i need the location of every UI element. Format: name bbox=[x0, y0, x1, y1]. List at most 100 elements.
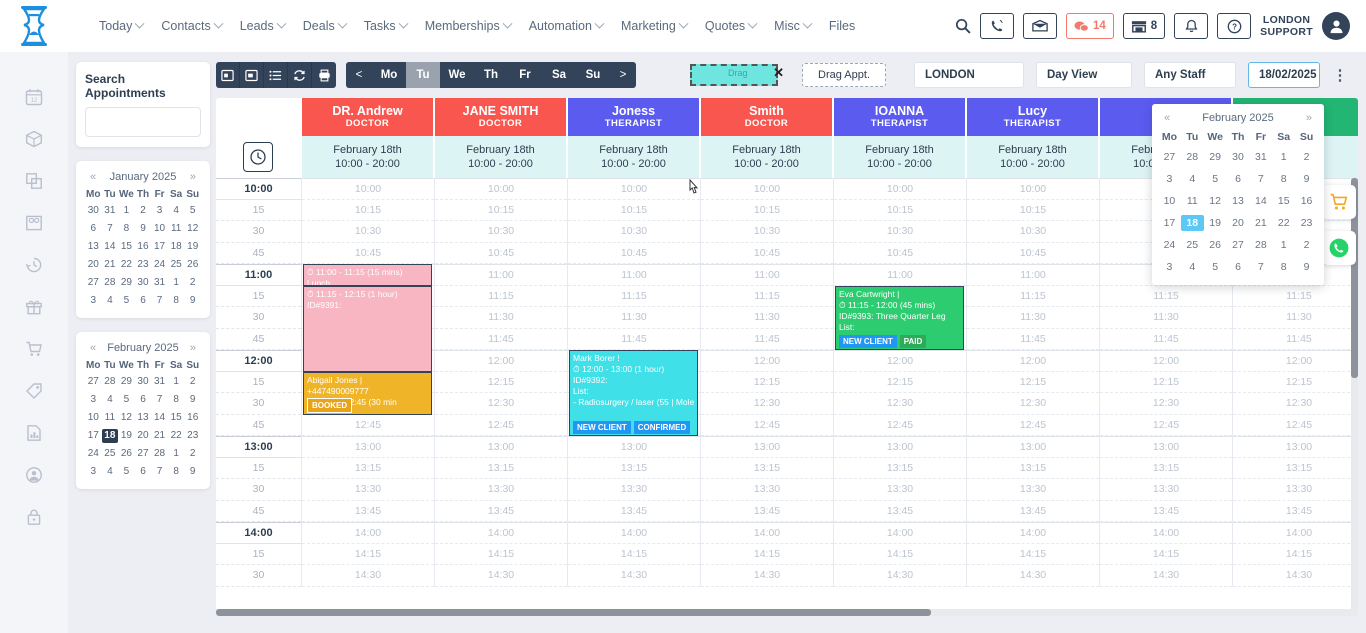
staff-header-2[interactable]: Joness THERAPIST bbox=[568, 98, 701, 136]
mini-cal-day[interactable]: 29 bbox=[120, 376, 132, 387]
time-slot[interactable]: 14:30 bbox=[302, 565, 434, 587]
mini-cal-next-button[interactable]: » bbox=[189, 342, 196, 354]
mini-cal-day[interactable]: 25 bbox=[104, 448, 116, 459]
mini-cal-day[interactable]: 10 bbox=[87, 412, 99, 423]
mini-cal-day[interactable]: 6 bbox=[140, 295, 146, 306]
time-slot[interactable]: 10:45 bbox=[568, 243, 700, 264]
mini-cal-day[interactable]: 17 bbox=[154, 241, 166, 252]
time-slot[interactable]: 13:45 bbox=[1233, 501, 1358, 522]
mini-cal-day[interactable]: 24 bbox=[87, 448, 99, 459]
time-slot[interactable]: 10:15 bbox=[302, 200, 434, 221]
time-slot[interactable]: 14:30 bbox=[435, 565, 567, 587]
staff-column-1[interactable]: 10:00 10:15 10:30 10:45 11:00 11:15 11:30 11:45… bbox=[435, 178, 568, 587]
nav-item-tasks[interactable]: Tasks bbox=[355, 13, 416, 39]
time-slot[interactable]: 14:00 bbox=[701, 522, 833, 544]
time-slot[interactable]: 12:45 bbox=[701, 415, 833, 436]
mini-cal-day[interactable]: 22 bbox=[170, 430, 182, 441]
date-picker-day[interactable]: 4 bbox=[1189, 261, 1196, 273]
mini-cal-day[interactable]: 28 bbox=[104, 277, 116, 288]
time-slot[interactable]: 14:15 bbox=[435, 544, 567, 565]
time-slot[interactable]: 13:15 bbox=[1100, 458, 1232, 479]
calendar-icon[interactable]: 12 bbox=[19, 82, 49, 112]
time-slot[interactable]: 14:15 bbox=[834, 544, 966, 565]
time-slot[interactable]: 10:45 bbox=[302, 243, 434, 264]
time-slot[interactable]: 13:15 bbox=[1233, 458, 1358, 479]
edit-appointment-icon[interactable] bbox=[240, 62, 264, 88]
view-select[interactable]: Day View bbox=[1036, 62, 1132, 88]
chat-button[interactable]: 14 bbox=[1065, 13, 1114, 39]
mini-cal-day[interactable]: 19 bbox=[187, 241, 199, 252]
date-picker-day[interactable]: 5 bbox=[1212, 173, 1219, 185]
mini-cal-day[interactable]: 10 bbox=[154, 223, 166, 234]
mini-cal-day[interactable]: 7 bbox=[156, 466, 163, 477]
time-slot[interactable]: 12:00 bbox=[967, 350, 1099, 372]
mini-cal-day[interactable]: 14 bbox=[154, 412, 166, 423]
date-picker-day[interactable]: 9 bbox=[1303, 173, 1310, 185]
time-slot[interactable]: 12:45 bbox=[1100, 415, 1232, 436]
nav-item-quotes[interactable]: Quotes bbox=[696, 13, 765, 39]
staff-header-1[interactable]: JANE SMITH DOCTOR bbox=[435, 98, 568, 136]
mini-cal-day[interactable]: 27 bbox=[87, 277, 99, 288]
cart-icon[interactable] bbox=[19, 334, 49, 364]
date-picker-day[interactable]: 14 bbox=[1255, 195, 1267, 207]
mini-cal-day[interactable]: 3 bbox=[90, 394, 97, 405]
time-slot[interactable]: 13:45 bbox=[435, 501, 567, 522]
appointment-block[interactable]: ⏱ 11:15 - 12:15 (1 hour) ID#9391: bbox=[303, 285, 432, 372]
time-slot[interactable]: 10:00 bbox=[568, 178, 700, 200]
time-slot[interactable]: 12:15 bbox=[1233, 372, 1358, 393]
mini-cal-day[interactable]: 31 bbox=[154, 277, 166, 288]
mini-cal-day[interactable]: 3 bbox=[90, 466, 97, 477]
mini-cal-day[interactable]: 8 bbox=[173, 466, 179, 477]
time-slot[interactable]: 14:15 bbox=[701, 544, 833, 565]
time-slot[interactable]: 13:00 bbox=[568, 436, 700, 458]
mini-cal-day[interactable]: 22 bbox=[120, 259, 132, 270]
more-options-icon[interactable]: ⋮ bbox=[1332, 67, 1348, 84]
date-picker-day[interactable]: 2 bbox=[1303, 151, 1310, 163]
date-picker-day[interactable]: 27 bbox=[1232, 239, 1244, 251]
time-slot[interactable]: 13:00 bbox=[1100, 436, 1232, 458]
date-picker-day[interactable]: 8 bbox=[1280, 261, 1287, 273]
day-button-we[interactable]: We bbox=[448, 69, 466, 81]
staff-select[interactable]: Any Staff bbox=[1144, 62, 1236, 88]
user-circle-icon[interactable] bbox=[19, 460, 49, 490]
time-slot[interactable]: 12:00 bbox=[834, 350, 966, 372]
day-button-mo[interactable]: Mo bbox=[380, 69, 398, 81]
time-slot[interactable]: 11:00 bbox=[568, 264, 700, 286]
mini-cal-day[interactable]: 2 bbox=[189, 376, 196, 387]
close-icon[interactable]: ✕ bbox=[773, 65, 784, 80]
date-picker-day[interactable]: 6 bbox=[1235, 261, 1241, 273]
mini-cal-day[interactable]: 18 bbox=[101, 429, 119, 443]
mini-cal-next-button[interactable]: » bbox=[189, 171, 196, 183]
drag-drop-target[interactable]: Drag ✕ bbox=[690, 64, 784, 86]
mini-cal-day[interactable]: 12 bbox=[187, 223, 199, 234]
mini-cal-day[interactable]: 27 bbox=[137, 448, 149, 459]
time-slot[interactable]: 14:15 bbox=[967, 544, 1099, 565]
staff-header-5[interactable]: Lucy THERAPIST bbox=[967, 98, 1100, 136]
time-slot[interactable]: 11:45 bbox=[1233, 329, 1358, 350]
phone-button[interactable] bbox=[979, 13, 1014, 39]
staff-header-0[interactable]: DR. Andrew DOCTOR bbox=[302, 98, 435, 136]
time-slot[interactable]: 11:00 bbox=[834, 264, 966, 286]
staff-column-0[interactable]: 10:0010:1510:3010:4511:0011:1511:3011:45… bbox=[302, 178, 435, 587]
mini-cal-day[interactable]: 8 bbox=[123, 223, 130, 234]
time-slot[interactable]: 12:00 bbox=[435, 350, 567, 372]
date-picker-day[interactable]: 30 bbox=[1232, 151, 1244, 163]
mini-cal-day[interactable]: 15 bbox=[120, 241, 132, 252]
mini-cal-day[interactable]: 7 bbox=[107, 223, 113, 234]
mini-cal-day[interactable]: 1 bbox=[173, 376, 179, 387]
time-slot[interactable]: 10:00 bbox=[435, 178, 567, 200]
time-slot[interactable]: 14:30 bbox=[1233, 565, 1358, 587]
time-slot[interactable]: 12:15 bbox=[967, 372, 1099, 393]
date-picker-day[interactable]: 7 bbox=[1257, 261, 1264, 273]
mini-cal-day[interactable]: 1 bbox=[173, 277, 179, 288]
mini-cal-day[interactable]: 1 bbox=[123, 205, 130, 216]
account-label[interactable]: LONDON SUPPORT bbox=[1260, 14, 1313, 38]
date-picker-day[interactable]: 11 bbox=[1186, 195, 1198, 207]
mini-cal-day[interactable]: 5 bbox=[123, 394, 130, 405]
time-slot[interactable]: 14:15 bbox=[302, 544, 434, 565]
time-slot[interactable]: 13:15 bbox=[834, 458, 966, 479]
date-picker-day[interactable]: 2 bbox=[1303, 239, 1310, 251]
time-slot[interactable]: 11:45 bbox=[1100, 329, 1232, 350]
time-slot[interactable]: 10:15 bbox=[967, 200, 1099, 221]
date-input[interactable]: 18/02/2025 bbox=[1248, 62, 1320, 88]
